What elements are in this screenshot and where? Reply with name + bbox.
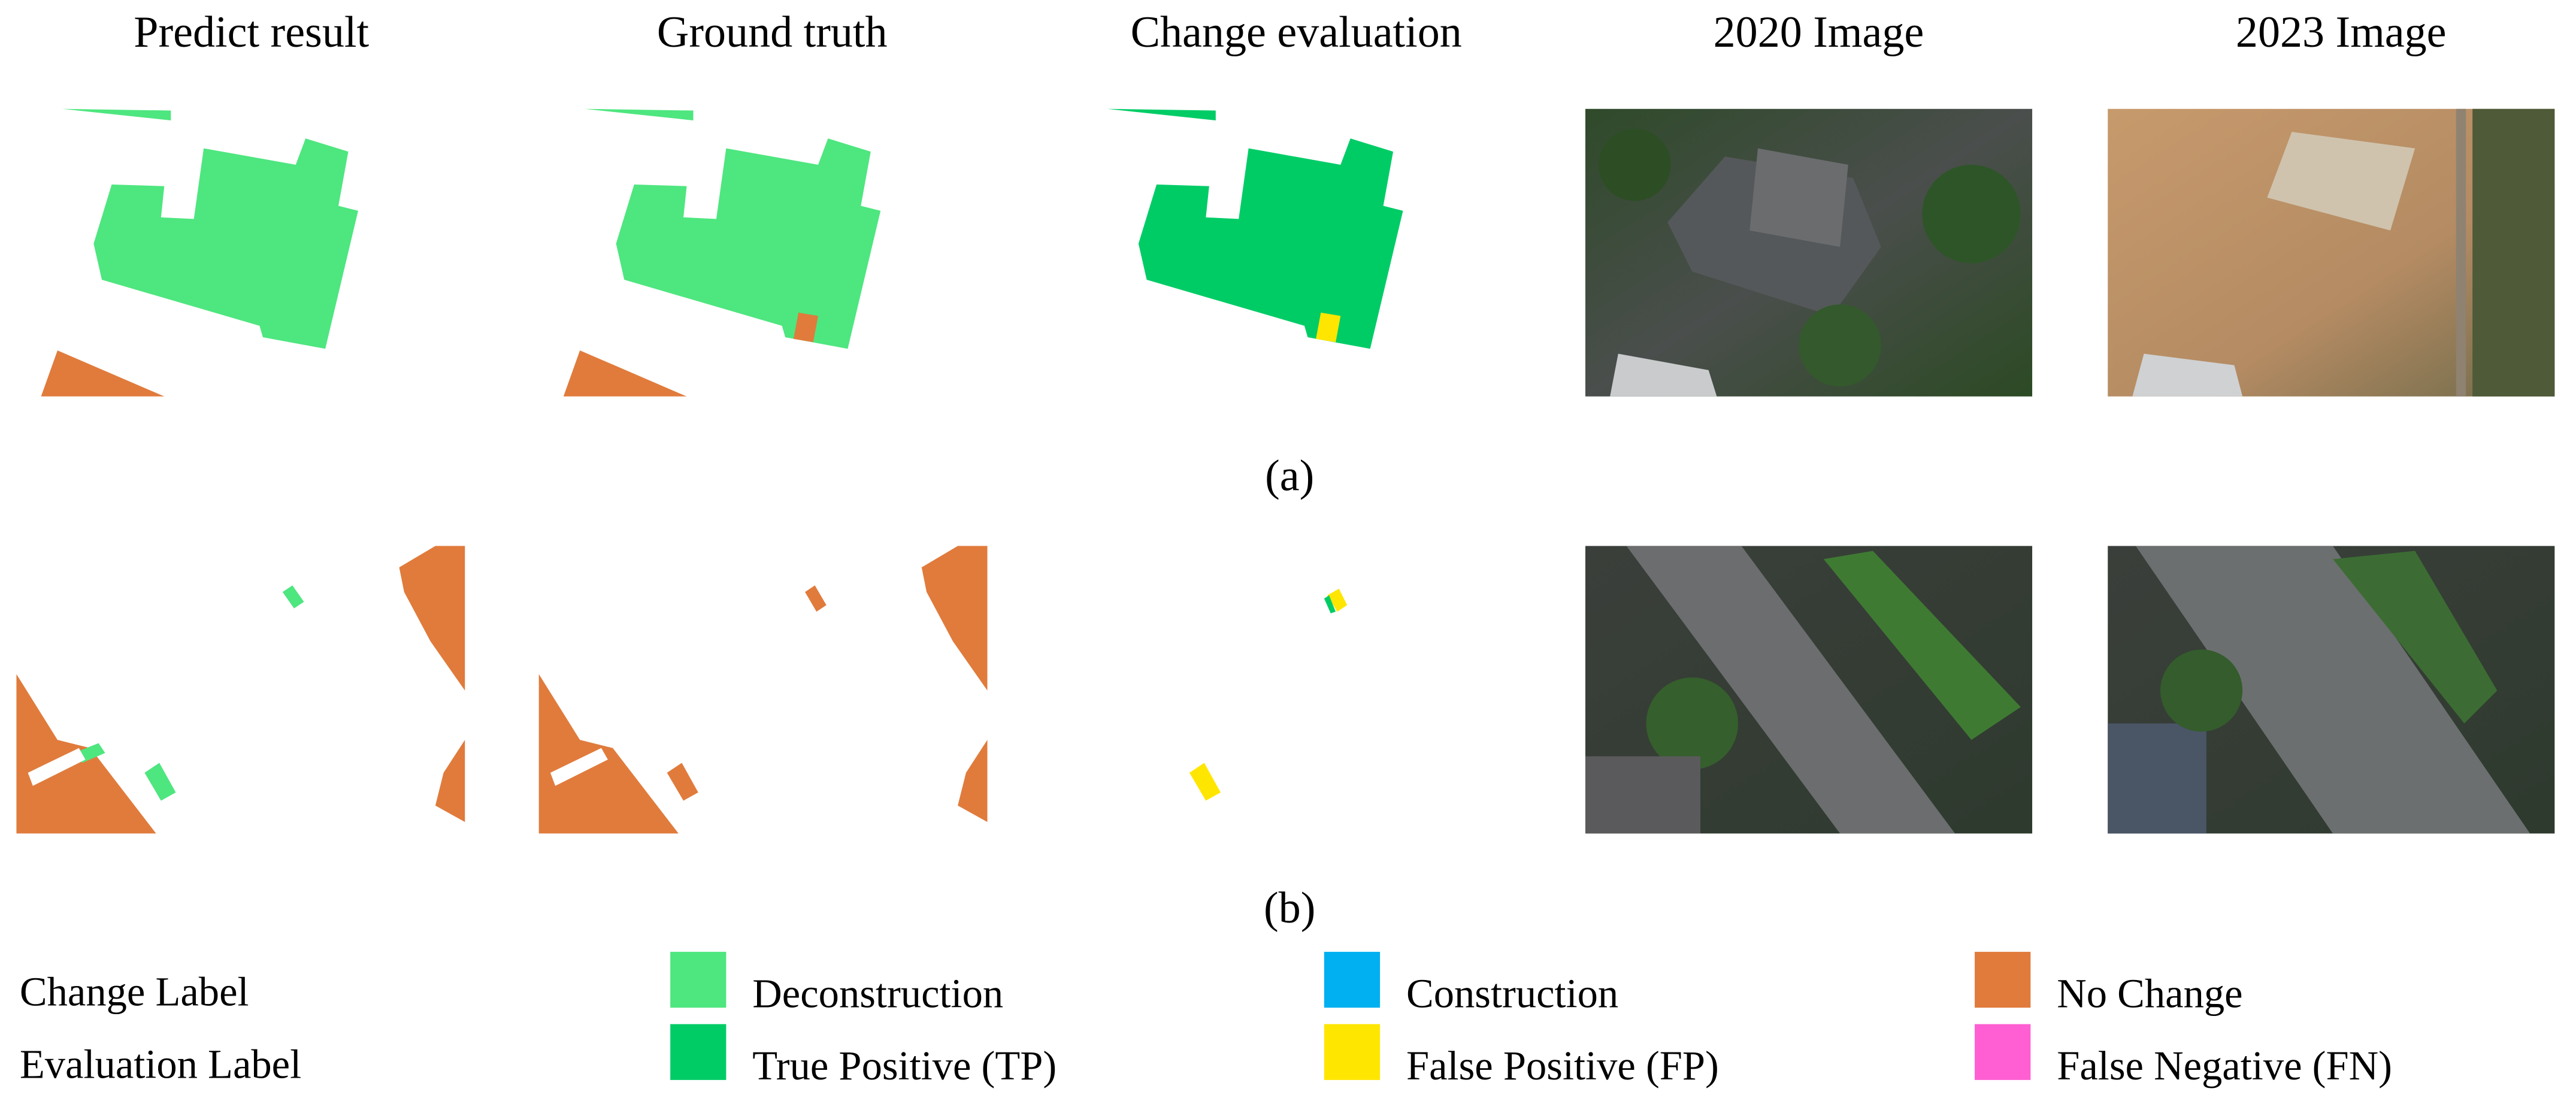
legend-item: False Positive (FP) [1406,1043,1719,1088]
building-mask [1324,595,1336,613]
mask-eval-a [1107,108,1403,349]
panel-label: (b) [1264,884,1315,933]
building-mask [399,546,465,691]
mask-predict-b [16,546,465,834]
building-mask [1107,108,1216,120]
legend: Change Label Deconstruction Construction No… [20,951,2392,1088]
legend-item: No Change [2057,970,2242,1016]
building-mask [41,350,165,397]
building-mask [1327,588,1348,612]
building-mask [921,546,988,691]
building-mask [805,585,827,612]
photo-2020-b [1585,546,2033,834]
mask-truth-b [538,546,988,834]
building-mask [1138,138,1403,349]
legend-swatch [1324,951,1381,1008]
mask-predict-a [41,108,358,397]
building-mask [667,763,698,801]
building-mask [793,312,819,343]
legend-item: False Negative (FN) [2057,1043,2392,1088]
legend-swatch [670,1024,727,1080]
legend-swatch [1975,951,2031,1008]
legend-item: True Positive (TP) [752,1043,1057,1088]
column-header: Change evaluation [1131,8,1462,57]
mask-truth-a [563,108,881,397]
building-mask [62,108,171,120]
photo-2023-a [2108,108,2555,397]
building-mask [93,138,358,349]
column-header: 2023 Image [2236,8,2447,57]
building-mask [538,674,679,834]
column-header: Ground truth [657,8,888,57]
mask-eval-b [1189,588,1348,801]
photo-2020-a [1585,108,2033,397]
column-header: Predict result [134,8,369,57]
panel-label: (a) [1265,452,1314,501]
building-mask [563,350,687,397]
photo-2023-b [2108,546,2555,834]
building-mask [282,585,304,609]
legend-swatch [670,951,727,1008]
building-mask [958,740,988,822]
building-mask [144,763,176,801]
legend-row-label: Evaluation Label [20,1041,301,1087]
building-mask [585,108,694,120]
legend-item: Deconstruction [752,970,1003,1016]
legend-row-label: Change Label [20,969,249,1015]
legend-swatch [1975,1024,2031,1080]
legend-swatch [1324,1024,1381,1080]
building-mask [616,138,881,349]
building-mask [1316,312,1341,343]
legend-item: Construction [1406,970,1618,1016]
building-mask [435,740,465,822]
building-mask [1189,763,1221,801]
column-header: 2020 Image [1714,8,1924,57]
